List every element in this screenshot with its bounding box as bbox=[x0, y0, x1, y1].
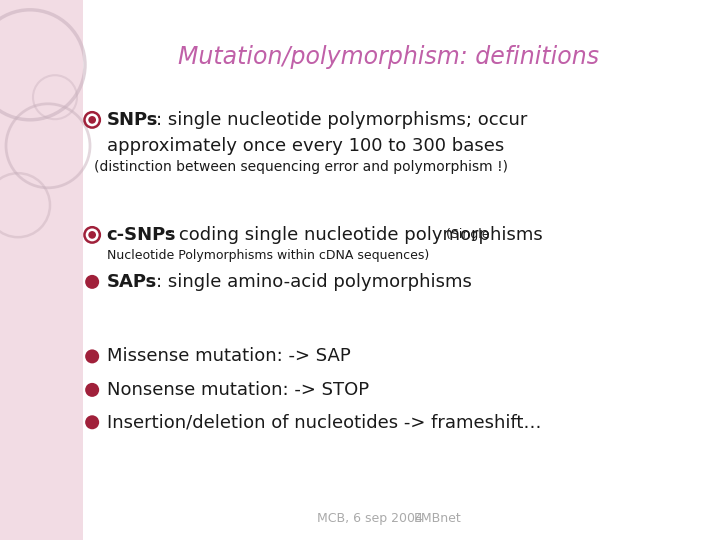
Bar bbox=[0, 0, 83, 540]
Text: SAPs: SAPs bbox=[107, 273, 157, 291]
Text: Nonsense mutation: -> STOP: Nonsense mutation: -> STOP bbox=[107, 381, 369, 399]
Text: approximately once every 100 to 300 bases: approximately once every 100 to 300 base… bbox=[107, 137, 504, 155]
Ellipse shape bbox=[89, 116, 96, 124]
Ellipse shape bbox=[85, 275, 99, 289]
Text: : single nucleotide polymorphisms; occur: : single nucleotide polymorphisms; occur bbox=[156, 111, 527, 129]
Text: : coding single nucleotide polymorphisms: : coding single nucleotide polymorphisms bbox=[167, 226, 543, 244]
Text: MCB, 6 sep 2004: MCB, 6 sep 2004 bbox=[317, 512, 423, 525]
Text: Mutation/polymorphism: definitions: Mutation/polymorphism: definitions bbox=[179, 45, 599, 69]
Text: c-SNPs: c-SNPs bbox=[107, 226, 176, 244]
Ellipse shape bbox=[89, 231, 96, 239]
Ellipse shape bbox=[85, 383, 99, 397]
Ellipse shape bbox=[85, 349, 99, 363]
Text: (Single: (Single bbox=[442, 228, 490, 241]
Text: Insertion/deletion of nucleotides -> frameshift…: Insertion/deletion of nucleotides -> fra… bbox=[107, 413, 541, 431]
Text: Nucleotide Polymorphisms within cDNA sequences): Nucleotide Polymorphisms within cDNA seq… bbox=[107, 249, 429, 262]
Text: (distinction between sequencing error and polymorphism !): (distinction between sequencing error an… bbox=[94, 160, 508, 174]
Text: EMBnet: EMBnet bbox=[414, 512, 462, 525]
Text: : single amino-acid polymorphisms: : single amino-acid polymorphisms bbox=[156, 273, 472, 291]
Ellipse shape bbox=[85, 415, 99, 429]
Text: SNPs: SNPs bbox=[107, 111, 158, 129]
Text: Missense mutation: -> SAP: Missense mutation: -> SAP bbox=[107, 347, 351, 366]
